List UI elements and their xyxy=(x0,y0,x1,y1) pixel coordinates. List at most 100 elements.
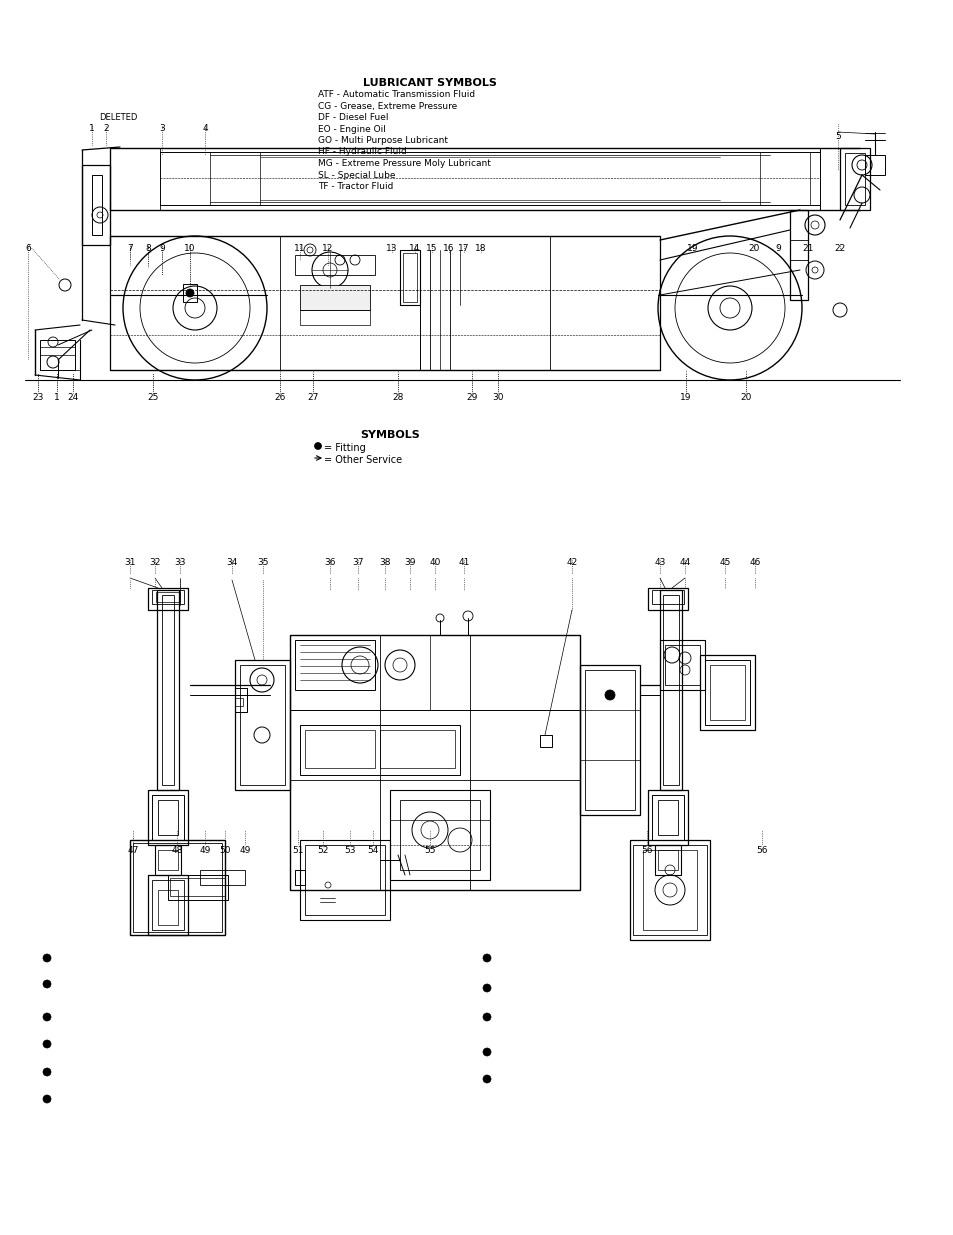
Text: 39: 39 xyxy=(404,558,416,567)
Bar xyxy=(225,869,245,885)
Bar xyxy=(844,153,864,205)
Text: 46: 46 xyxy=(748,558,760,567)
Text: 13: 13 xyxy=(386,245,397,253)
Text: 44: 44 xyxy=(679,558,690,567)
Text: MG - Extreme Pressure Moly Lubricant: MG - Extreme Pressure Moly Lubricant xyxy=(317,159,491,168)
Text: = Other Service: = Other Service xyxy=(324,454,402,466)
Text: 35: 35 xyxy=(257,558,269,567)
Text: 2: 2 xyxy=(103,124,109,133)
Bar xyxy=(158,800,178,835)
Bar xyxy=(647,790,687,845)
Bar xyxy=(658,850,678,869)
Text: GO - Multi Purpose Lubricant: GO - Multi Purpose Lubricant xyxy=(317,136,448,144)
Bar xyxy=(584,671,635,810)
Bar xyxy=(170,878,225,897)
Text: CG - Grease, Extreme Pressure: CG - Grease, Extreme Pressure xyxy=(317,101,456,110)
Bar xyxy=(158,890,178,925)
Bar xyxy=(305,730,375,768)
Text: 37: 37 xyxy=(352,558,363,567)
Text: 33: 33 xyxy=(174,558,186,567)
Bar xyxy=(234,659,290,790)
Bar xyxy=(148,876,188,935)
Bar xyxy=(659,590,681,790)
Text: 42: 42 xyxy=(566,558,577,567)
Bar xyxy=(152,590,184,604)
Text: 7: 7 xyxy=(127,245,132,253)
Bar xyxy=(840,148,869,210)
Text: 20: 20 xyxy=(747,245,759,253)
Text: 9: 9 xyxy=(159,245,165,253)
Bar xyxy=(158,850,178,869)
Text: 55: 55 xyxy=(424,846,436,855)
Text: 45: 45 xyxy=(719,558,730,567)
Bar xyxy=(162,595,173,785)
Text: 31: 31 xyxy=(124,558,135,567)
Bar xyxy=(651,795,683,840)
Text: 47: 47 xyxy=(127,846,138,855)
Text: 26: 26 xyxy=(274,393,285,403)
Text: 20: 20 xyxy=(740,393,751,403)
Bar xyxy=(655,845,680,876)
Bar xyxy=(294,869,305,885)
Bar xyxy=(91,175,102,235)
Circle shape xyxy=(482,1013,491,1021)
Text: 49: 49 xyxy=(199,846,211,855)
Text: 48: 48 xyxy=(172,846,182,855)
Bar xyxy=(240,664,285,785)
Text: 54: 54 xyxy=(367,846,378,855)
Bar xyxy=(299,840,390,920)
Text: 40: 40 xyxy=(429,558,440,567)
Bar xyxy=(658,800,678,835)
Text: 34: 34 xyxy=(226,558,237,567)
Text: = Fitting: = Fitting xyxy=(324,443,365,453)
Bar xyxy=(234,698,243,706)
Bar xyxy=(379,730,455,768)
Bar xyxy=(130,840,225,935)
Bar xyxy=(659,640,704,690)
Circle shape xyxy=(43,1040,51,1049)
Circle shape xyxy=(186,289,193,296)
Circle shape xyxy=(314,442,321,450)
Text: 4: 4 xyxy=(202,124,208,133)
Text: 8: 8 xyxy=(145,245,151,253)
Text: 36: 36 xyxy=(324,558,335,567)
Text: 23: 23 xyxy=(32,393,44,403)
Text: EO - Engine Oil: EO - Engine Oil xyxy=(317,125,385,133)
Text: 28: 28 xyxy=(392,393,403,403)
Bar xyxy=(402,253,416,303)
Circle shape xyxy=(482,1074,491,1083)
Bar xyxy=(152,881,184,930)
Text: 29: 29 xyxy=(466,393,477,403)
Bar xyxy=(40,340,75,370)
Circle shape xyxy=(43,953,51,962)
Text: DF - Diesel Fuel: DF - Diesel Fuel xyxy=(317,112,388,122)
Bar xyxy=(700,655,754,730)
Bar xyxy=(183,284,196,303)
Text: 50: 50 xyxy=(219,846,231,855)
Text: 22: 22 xyxy=(834,245,844,253)
Text: 9: 9 xyxy=(774,245,781,253)
Text: 6: 6 xyxy=(25,245,30,253)
Text: 51: 51 xyxy=(292,846,303,855)
Text: 18: 18 xyxy=(475,245,486,253)
Text: 53: 53 xyxy=(344,846,355,855)
Text: 11: 11 xyxy=(294,245,305,253)
Text: 25: 25 xyxy=(147,393,158,403)
Text: 38: 38 xyxy=(379,558,391,567)
Bar xyxy=(299,725,459,776)
Bar xyxy=(642,850,697,930)
Bar xyxy=(148,588,188,610)
Bar xyxy=(168,876,228,900)
Text: 41: 41 xyxy=(457,558,469,567)
Circle shape xyxy=(482,1049,491,1056)
Text: 52: 52 xyxy=(317,846,329,855)
Text: HF - Hydraulic Fluid: HF - Hydraulic Fluid xyxy=(317,147,406,157)
Text: 3: 3 xyxy=(159,124,165,133)
Bar xyxy=(633,845,706,935)
Bar xyxy=(152,795,184,840)
Bar xyxy=(294,640,375,690)
Text: 30: 30 xyxy=(492,393,503,403)
Text: 12: 12 xyxy=(322,245,334,253)
Text: 19: 19 xyxy=(679,393,691,403)
Bar xyxy=(234,688,247,713)
